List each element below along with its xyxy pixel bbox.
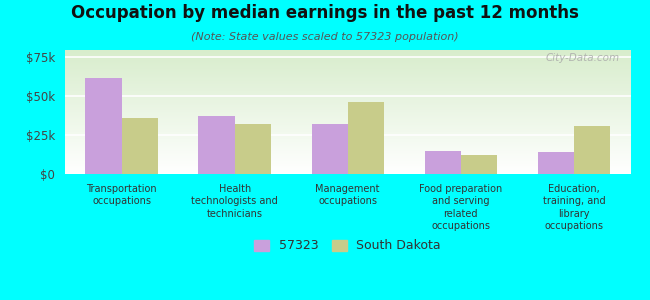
- Bar: [122, 118, 158, 174]
- Text: Occupation by median earnings in the past 12 months: Occupation by median earnings in the pas…: [71, 4, 579, 22]
- Text: (Note: State values scaled to 57323 population): (Note: State values scaled to 57323 popu…: [191, 32, 459, 41]
- Bar: [424, 151, 461, 174]
- Bar: [198, 116, 235, 174]
- Bar: [85, 77, 122, 174]
- Bar: [538, 152, 574, 174]
- Text: City-Data.com: City-Data.com: [545, 53, 619, 63]
- Bar: [574, 126, 610, 174]
- Bar: [461, 155, 497, 174]
- Bar: [348, 102, 384, 174]
- Legend: 57323, South Dakota: 57323, South Dakota: [250, 234, 446, 257]
- Bar: [235, 124, 271, 174]
- Bar: [311, 124, 348, 174]
